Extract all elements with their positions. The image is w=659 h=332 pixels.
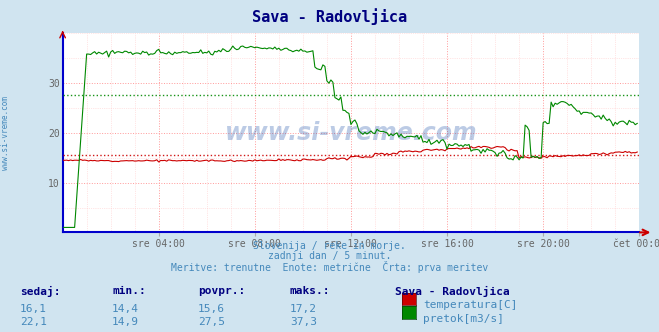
Text: min.:: min.:	[112, 286, 146, 295]
Text: Sava - Radovljica: Sava - Radovljica	[395, 286, 510, 296]
Text: Meritve: trenutne  Enote: metrične  Črta: prva meritev: Meritve: trenutne Enote: metrične Črta: …	[171, 261, 488, 273]
Text: temperatura[C]: temperatura[C]	[423, 300, 517, 310]
Text: zadnji dan / 5 minut.: zadnji dan / 5 minut.	[268, 251, 391, 261]
Text: maks.:: maks.:	[290, 286, 330, 295]
Text: www.si-vreme.com: www.si-vreme.com	[225, 121, 477, 145]
Text: 14,9: 14,9	[112, 317, 139, 327]
Text: www.si-vreme.com: www.si-vreme.com	[1, 96, 10, 170]
Text: 16,1: 16,1	[20, 304, 47, 314]
Text: 15,6: 15,6	[198, 304, 225, 314]
Text: 22,1: 22,1	[20, 317, 47, 327]
Text: 17,2: 17,2	[290, 304, 317, 314]
Text: Slovenija / reke in morje.: Slovenija / reke in morje.	[253, 241, 406, 251]
Text: 14,4: 14,4	[112, 304, 139, 314]
Text: Sava - Radovljica: Sava - Radovljica	[252, 8, 407, 25]
Text: pretok[m3/s]: pretok[m3/s]	[423, 314, 504, 324]
Text: povpr.:: povpr.:	[198, 286, 245, 295]
Text: sedaj:: sedaj:	[20, 286, 60, 296]
Text: 37,3: 37,3	[290, 317, 317, 327]
Text: 27,5: 27,5	[198, 317, 225, 327]
